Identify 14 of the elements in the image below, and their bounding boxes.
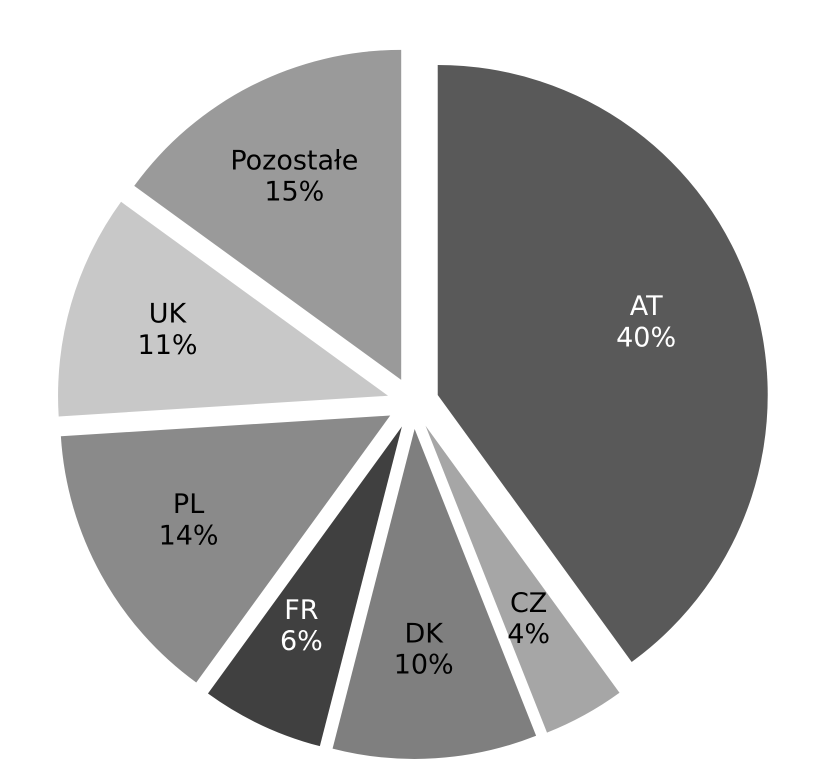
data-label: 14%: [158, 520, 219, 552]
slice-label: PL: [172, 489, 204, 520]
data-label: 10%: [394, 650, 454, 681]
slice-label: FR: [284, 595, 319, 626]
data-label: 6%: [280, 626, 323, 658]
slice-label: Pozostałe: [230, 145, 358, 176]
data-label: 15%: [264, 176, 324, 208]
data-label: 4%: [507, 619, 550, 650]
slice-label: DK: [404, 618, 444, 650]
data-label: 11%: [138, 330, 198, 361]
slice-label: UK: [148, 298, 188, 330]
slice-label: AT: [630, 291, 664, 322]
data-label: 40%: [616, 322, 676, 354]
slice-label: CZ: [510, 588, 548, 620]
